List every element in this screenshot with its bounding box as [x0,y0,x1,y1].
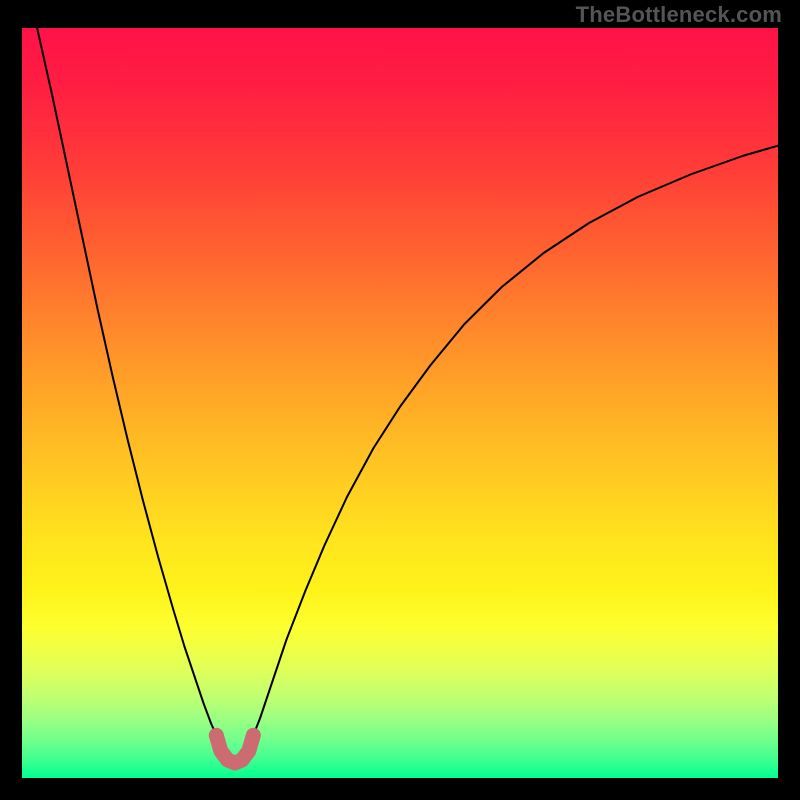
plot-area [22,28,778,778]
bottleneck-curve-chart [22,28,778,778]
watermark-text: TheBottleneck.com [576,2,782,28]
chart-container: TheBottleneck.com [0,0,800,800]
chart-background [22,28,778,778]
